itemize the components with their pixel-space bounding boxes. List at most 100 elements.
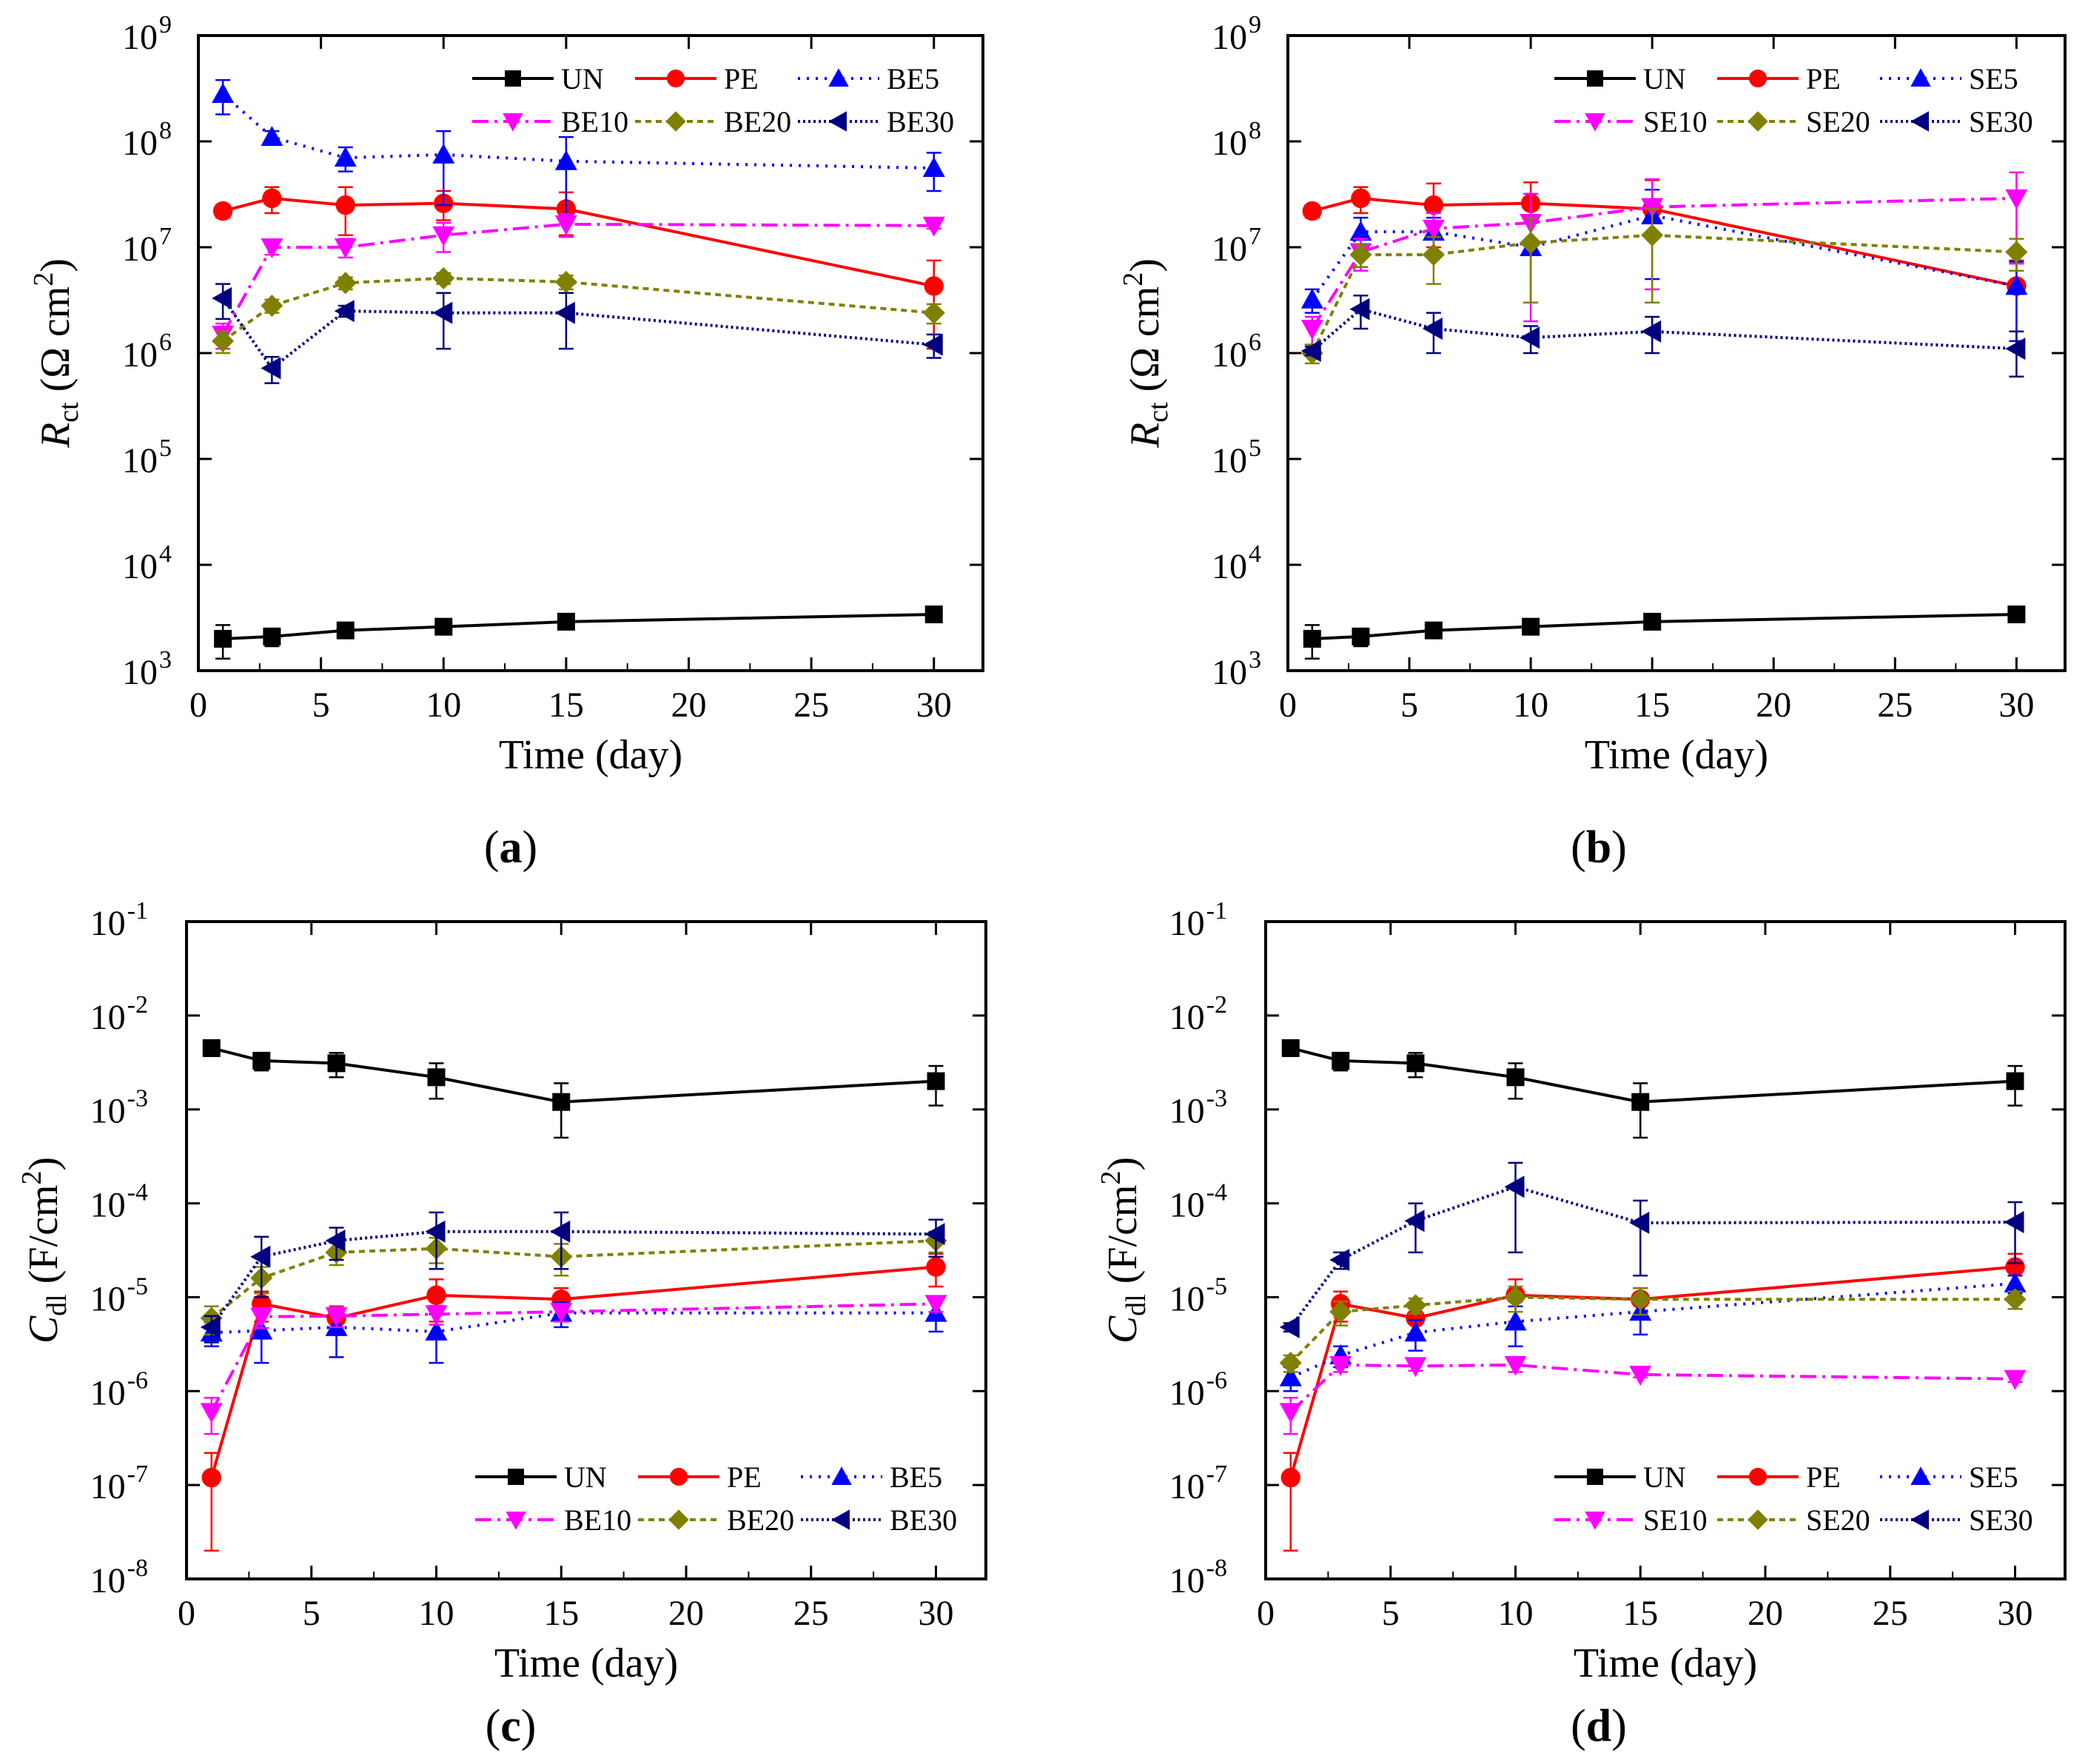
data-point-UN xyxy=(2006,1072,2024,1090)
data-point-UN xyxy=(1281,1039,1300,1057)
legend-label-SE20: SE20 xyxy=(1806,105,1870,138)
y-tick-label: 10-5 xyxy=(1169,1272,1227,1318)
data-point-UN xyxy=(1643,612,1662,631)
data-point-BE30 xyxy=(250,1245,271,1268)
data-point-UN xyxy=(1522,617,1540,636)
y-tick-exponent: 3 xyxy=(1249,646,1261,674)
y-axis-title-part: 2 xyxy=(16,1170,47,1184)
y-tick-base: 10 xyxy=(90,1092,126,1131)
y-tick-exponent: 9 xyxy=(1249,11,1261,38)
data-point-BE10 xyxy=(922,216,945,237)
x-tick-label: 10 xyxy=(1498,1594,1534,1633)
y-tick-label: 10-1 xyxy=(1169,897,1227,943)
legend-label-PE: PE xyxy=(727,1461,762,1494)
y-tick-base: 10 xyxy=(1169,1092,1205,1131)
data-point-UN xyxy=(1424,621,1443,640)
data-point-SE30 xyxy=(1504,1176,1525,1198)
data-point-SE10 xyxy=(1329,1355,1352,1376)
legend-marker-BE5 xyxy=(831,1466,852,1485)
panel-label-paren: ( xyxy=(1571,1701,1586,1751)
legend-marker-UN xyxy=(508,1469,524,1485)
y-axis-title: Rct (Ω cm2) xyxy=(1118,258,1174,449)
y-tick-exponent: -6 xyxy=(1206,1366,1227,1394)
x-tick-label: 25 xyxy=(793,685,829,725)
data-point-BE10 xyxy=(334,238,357,258)
legend-label-BE5: BE5 xyxy=(887,62,939,95)
series-BE5 xyxy=(212,78,945,217)
series-PE xyxy=(1302,179,2027,350)
data-point-SE20 xyxy=(1422,244,1445,266)
y-tick-base: 10 xyxy=(90,904,126,943)
x-tick-label: 5 xyxy=(1400,685,1418,725)
series-line-PE xyxy=(222,196,935,288)
data-point-SE5 xyxy=(1404,1321,1427,1342)
legend-label-PE: PE xyxy=(1806,62,1841,95)
legend-marker-BE30 xyxy=(828,111,847,132)
data-point-BE30 xyxy=(325,1230,346,1252)
y-axis-title-part: 2 xyxy=(1095,1170,1127,1184)
data-point-SE30 xyxy=(1520,326,1540,349)
y-axis-title-part: dl xyxy=(1121,1294,1152,1316)
y-tick-base: 10 xyxy=(1169,1373,1205,1412)
data-point-BE10 xyxy=(550,1303,573,1324)
data-point-SE10 xyxy=(2004,1369,2027,1390)
y-tick-exponent: 9 xyxy=(159,11,172,38)
data-point-SE20 xyxy=(1279,1352,1302,1375)
legend-marker-UN xyxy=(1587,70,1603,87)
panel-label-letter: b xyxy=(1586,822,1611,873)
series-UN xyxy=(1303,605,2026,660)
data-point-PE xyxy=(212,201,233,221)
y-tick-exponent: 6 xyxy=(159,329,172,356)
y-tick-label: 106 xyxy=(1212,329,1261,375)
x-tick-label: 25 xyxy=(793,1594,829,1633)
y-tick-exponent: 7 xyxy=(159,223,172,250)
data-point-BE30 xyxy=(334,300,355,323)
x-axis-title: Time (day) xyxy=(499,732,682,778)
data-point-PE xyxy=(1423,195,1444,215)
data-point-SE10 xyxy=(1629,1365,1652,1386)
data-point-SE5 xyxy=(1504,1310,1527,1331)
legend-label-BE20: BE20 xyxy=(727,1503,794,1537)
series-line-UN xyxy=(223,612,934,640)
data-point-SE30 xyxy=(1404,1210,1425,1233)
y-axis-title-part: ) xyxy=(1122,258,1168,272)
series-line-BE10 xyxy=(221,222,934,335)
data-point-SE5 xyxy=(1300,288,1323,309)
panel-label-paren: ) xyxy=(523,822,538,873)
data-point-BE10 xyxy=(200,1403,223,1423)
y-tick-label: 106 xyxy=(122,329,172,375)
legend-label-SE5: SE5 xyxy=(1969,62,2018,95)
data-point-BE30 xyxy=(200,1315,221,1338)
y-tick-base: 10 xyxy=(90,998,126,1037)
x-tick-label: 15 xyxy=(548,685,584,725)
legend-marker-BE20 xyxy=(665,111,686,132)
panel-label-paren: ( xyxy=(1571,822,1586,873)
y-axis-title-part: ) xyxy=(1100,1157,1146,1171)
data-point-SE10 xyxy=(2005,189,2028,209)
x-tick-label: 0 xyxy=(1257,1594,1275,1633)
y-tick-label: 10-8 xyxy=(1169,1555,1227,1600)
panel-label-paren: ( xyxy=(484,822,500,873)
data-point-UN xyxy=(214,629,232,648)
x-tick-label: 10 xyxy=(1513,685,1548,725)
y-tick-base: 10 xyxy=(1169,1279,1205,1318)
y-tick-base: 10 xyxy=(1212,124,1247,163)
y-tick-label: 107 xyxy=(1212,223,1261,269)
x-tick-label: 5 xyxy=(1382,1594,1400,1633)
legend-label-UN: UN xyxy=(1643,62,1686,95)
legend-label-UN: UN xyxy=(1643,1461,1686,1494)
y-axis-title-part: (F/cm xyxy=(21,1184,67,1294)
data-point-BE5 xyxy=(425,1320,448,1341)
data-point-UN xyxy=(2007,605,2026,623)
data-point-BE30 xyxy=(425,1220,446,1243)
y-axis-title-part: ct xyxy=(53,402,84,423)
series-BE20 xyxy=(212,266,945,355)
y-tick-label: 109 xyxy=(1212,11,1261,57)
series-BE20 xyxy=(200,1230,947,1336)
data-point-UN xyxy=(1352,627,1370,645)
y-tick-label: 10-7 xyxy=(90,1461,148,1506)
y-tick-exponent: -5 xyxy=(127,1272,148,1300)
data-point-UN xyxy=(327,1054,346,1073)
y-tick-exponent: -4 xyxy=(127,1179,148,1207)
